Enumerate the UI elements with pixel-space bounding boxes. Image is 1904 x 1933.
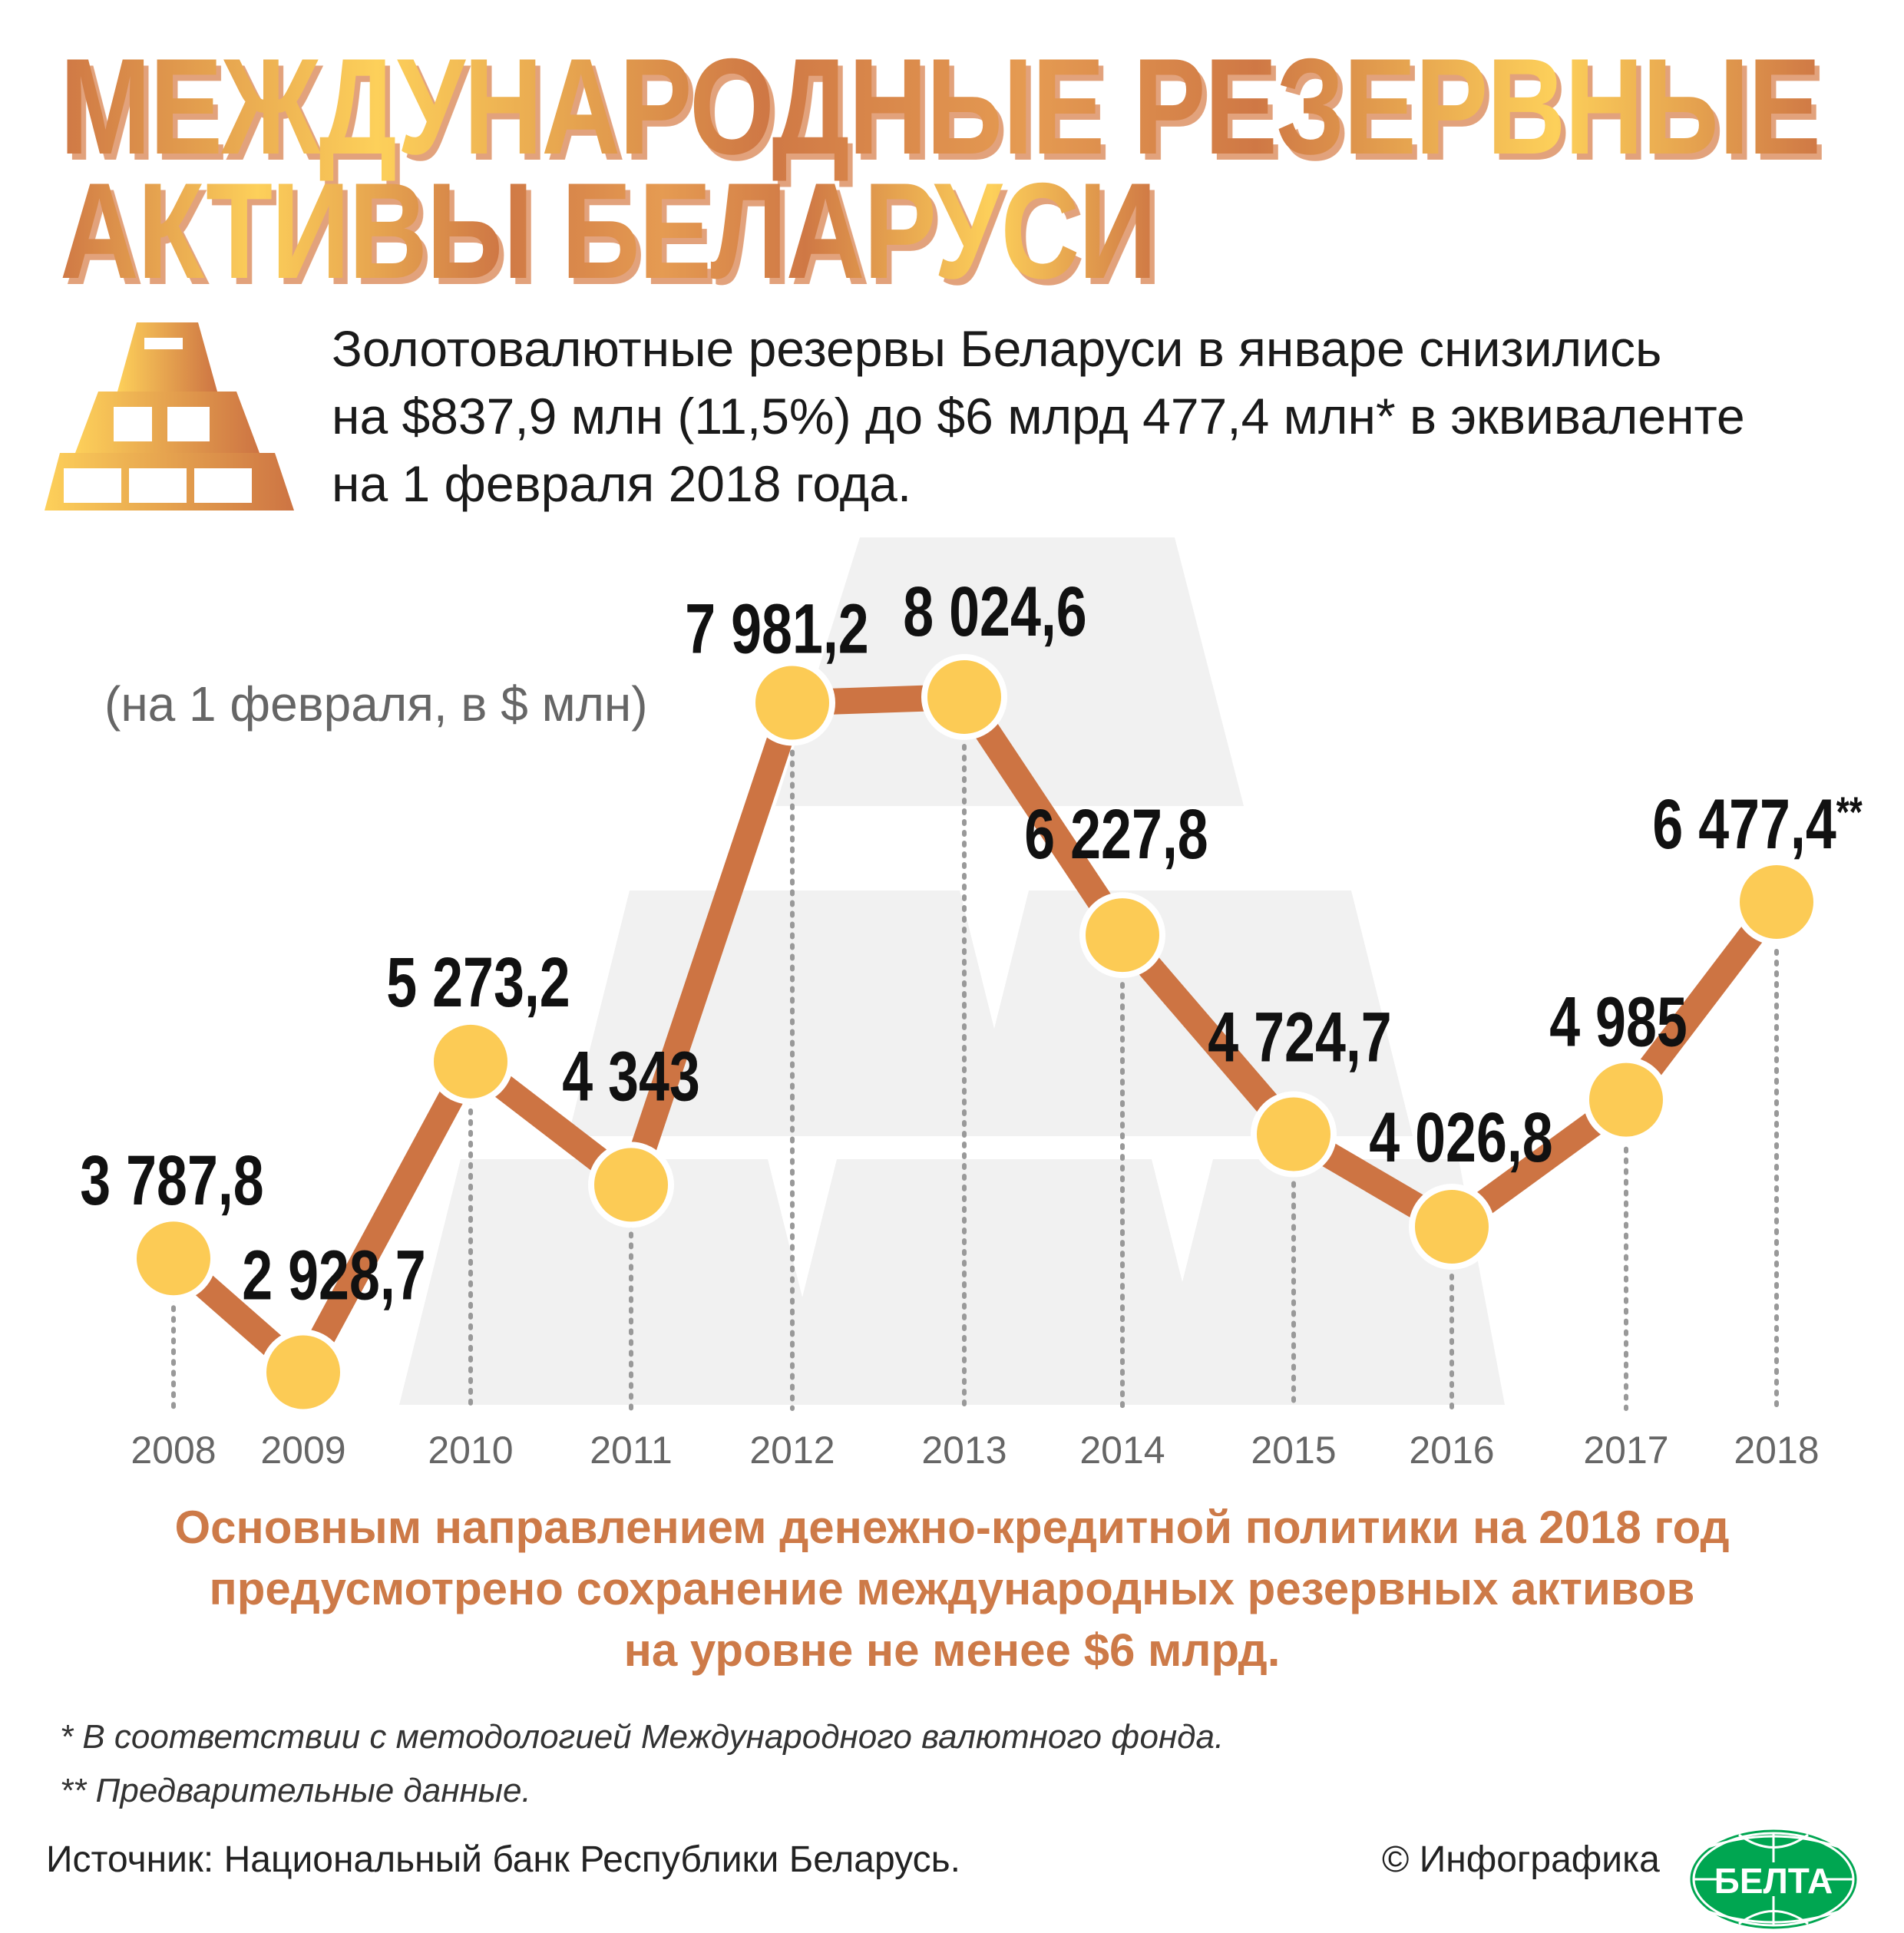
x-tick-label: 2014 (1079, 1429, 1165, 1472)
x-tick-label: 2012 (749, 1429, 835, 1472)
x-tick-label: 2011 (590, 1429, 673, 1472)
gold-bars-icon (45, 322, 294, 511)
x-tick-label: 2009 (260, 1429, 345, 1472)
title-text: МЕЖДУНАРОДНЫЕ РЕЗЕРВНЫЕ (60, 30, 1821, 183)
policy-line: на уровне не менее $6 млрд. (623, 1624, 1281, 1676)
data-label: 6 477,4** (1652, 785, 1863, 864)
x-tick-label: 2008 (131, 1429, 216, 1472)
data-point (588, 1142, 674, 1228)
source-text: Источник: Национальный банк Республики Б… (46, 1839, 960, 1880)
data-point (428, 1018, 514, 1105)
unit-label: (на 1 февраля, в $ млн) (104, 676, 648, 732)
data-label: 3 787,8 (80, 1142, 263, 1221)
logo-text: БЕЛТА (1714, 1861, 1833, 1901)
credit-text: © Инфографика (1382, 1839, 1660, 1880)
data-point (921, 653, 1007, 740)
data-label: 2 928,7 (242, 1236, 425, 1315)
data-label-mark: ** (1836, 788, 1863, 836)
lead-line: на 1 февраля 2018 года. (332, 455, 912, 512)
data-label: 4 343 (562, 1037, 700, 1116)
x-tick-label: 2017 (1583, 1429, 1668, 1472)
lead-line: Золотовалютные резервы Беларуси в январе… (332, 320, 1662, 377)
data-label: 7 981,2 (685, 590, 868, 669)
data-point (131, 1215, 217, 1302)
data-label: 5 273,2 (386, 943, 570, 1022)
data-label: 6 227,8 (1024, 795, 1208, 874)
data-point (749, 659, 835, 746)
data-label: 4 026,8 (1369, 1098, 1552, 1177)
lead-text: Золотовалютные резервы Беларуси в январе… (332, 315, 1745, 517)
data-point (1079, 892, 1165, 979)
lead-line: на $837,9 млн (11,5%) до $6 млрд 477,4 м… (332, 388, 1745, 444)
data-point (1251, 1091, 1337, 1178)
title-line-1: МЕЖДУНАРОДНЫЕ РЕЗЕРВНЫЕ (60, 38, 1821, 175)
title-text: АКТИВЫ БЕЛАРУСИ (60, 154, 1157, 307)
policy-line: Основным направлением денежно-кредитной … (174, 1502, 1730, 1553)
data-point (1409, 1183, 1495, 1270)
data-label: 4 724,7 (1208, 998, 1391, 1077)
x-tick-label: 2013 (921, 1429, 1007, 1472)
belta-logo: БЕЛТА (1687, 1827, 1859, 1931)
policy-line: предусмотрено сохранение международных р… (209, 1563, 1695, 1614)
x-tick-label: 2018 (1734, 1429, 1819, 1472)
data-label: 8 024,6 (903, 572, 1086, 651)
x-tick-label: 2015 (1251, 1429, 1336, 1472)
x-tick-label: 2010 (428, 1429, 513, 1472)
data-point (1583, 1056, 1669, 1143)
policy-text: Основным направлением денежно-кредитной … (0, 1497, 1904, 1681)
footnote-preliminary: ** Предварительные данные. (60, 1772, 531, 1809)
data-point (1734, 859, 1820, 946)
data-label: 4 985 (1549, 983, 1687, 1062)
data-point (260, 1329, 346, 1416)
title-line-2: АКТИВЫ БЕЛАРУСИ (60, 163, 1157, 299)
footnote-imf: * В соответствии с методологией Междунар… (60, 1718, 1225, 1756)
x-tick-label: 2016 (1409, 1429, 1494, 1472)
